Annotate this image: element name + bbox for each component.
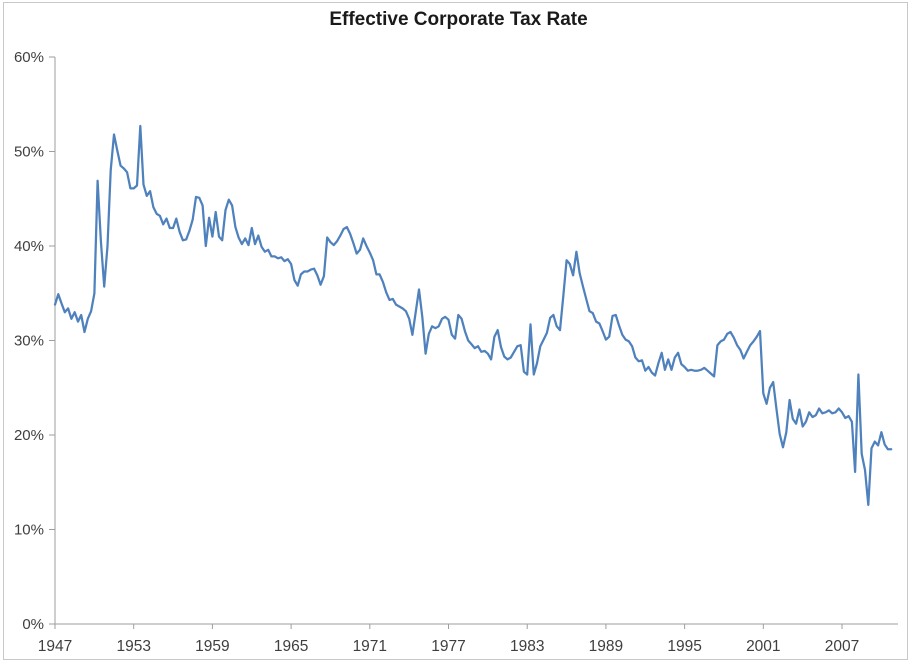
y-axis-label-40: 40%: [14, 238, 44, 255]
x-axis-label-1983: 1983: [510, 638, 544, 655]
y-axis-label-50: 50%: [14, 144, 44, 161]
tax-rate-line: [53, 124, 893, 507]
x-axis-label-2001: 2001: [746, 638, 780, 655]
x-axis-label-1959: 1959: [195, 638, 229, 655]
x-axis-label-1977: 1977: [431, 638, 465, 655]
x-axis-label-2007: 2007: [825, 638, 859, 655]
x-axis-label-1989: 1989: [589, 638, 623, 655]
y-axis-label-20: 20%: [14, 427, 44, 444]
x-axis-label-1971: 1971: [353, 638, 387, 655]
y-axis-label-0: 0%: [22, 616, 44, 633]
chart-title: Effective Corporate Tax Rate: [329, 9, 588, 30]
x-axis-label-1953: 1953: [116, 638, 150, 655]
x-axis-label-1995: 1995: [667, 638, 701, 655]
x-axis-label-1947: 1947: [38, 638, 72, 655]
y-axis-label-60: 60%: [14, 49, 44, 66]
y-axis-label-30: 30%: [14, 333, 44, 350]
x-axis-label-1965: 1965: [274, 638, 308, 655]
y-axis-label-10: 10%: [14, 522, 44, 539]
